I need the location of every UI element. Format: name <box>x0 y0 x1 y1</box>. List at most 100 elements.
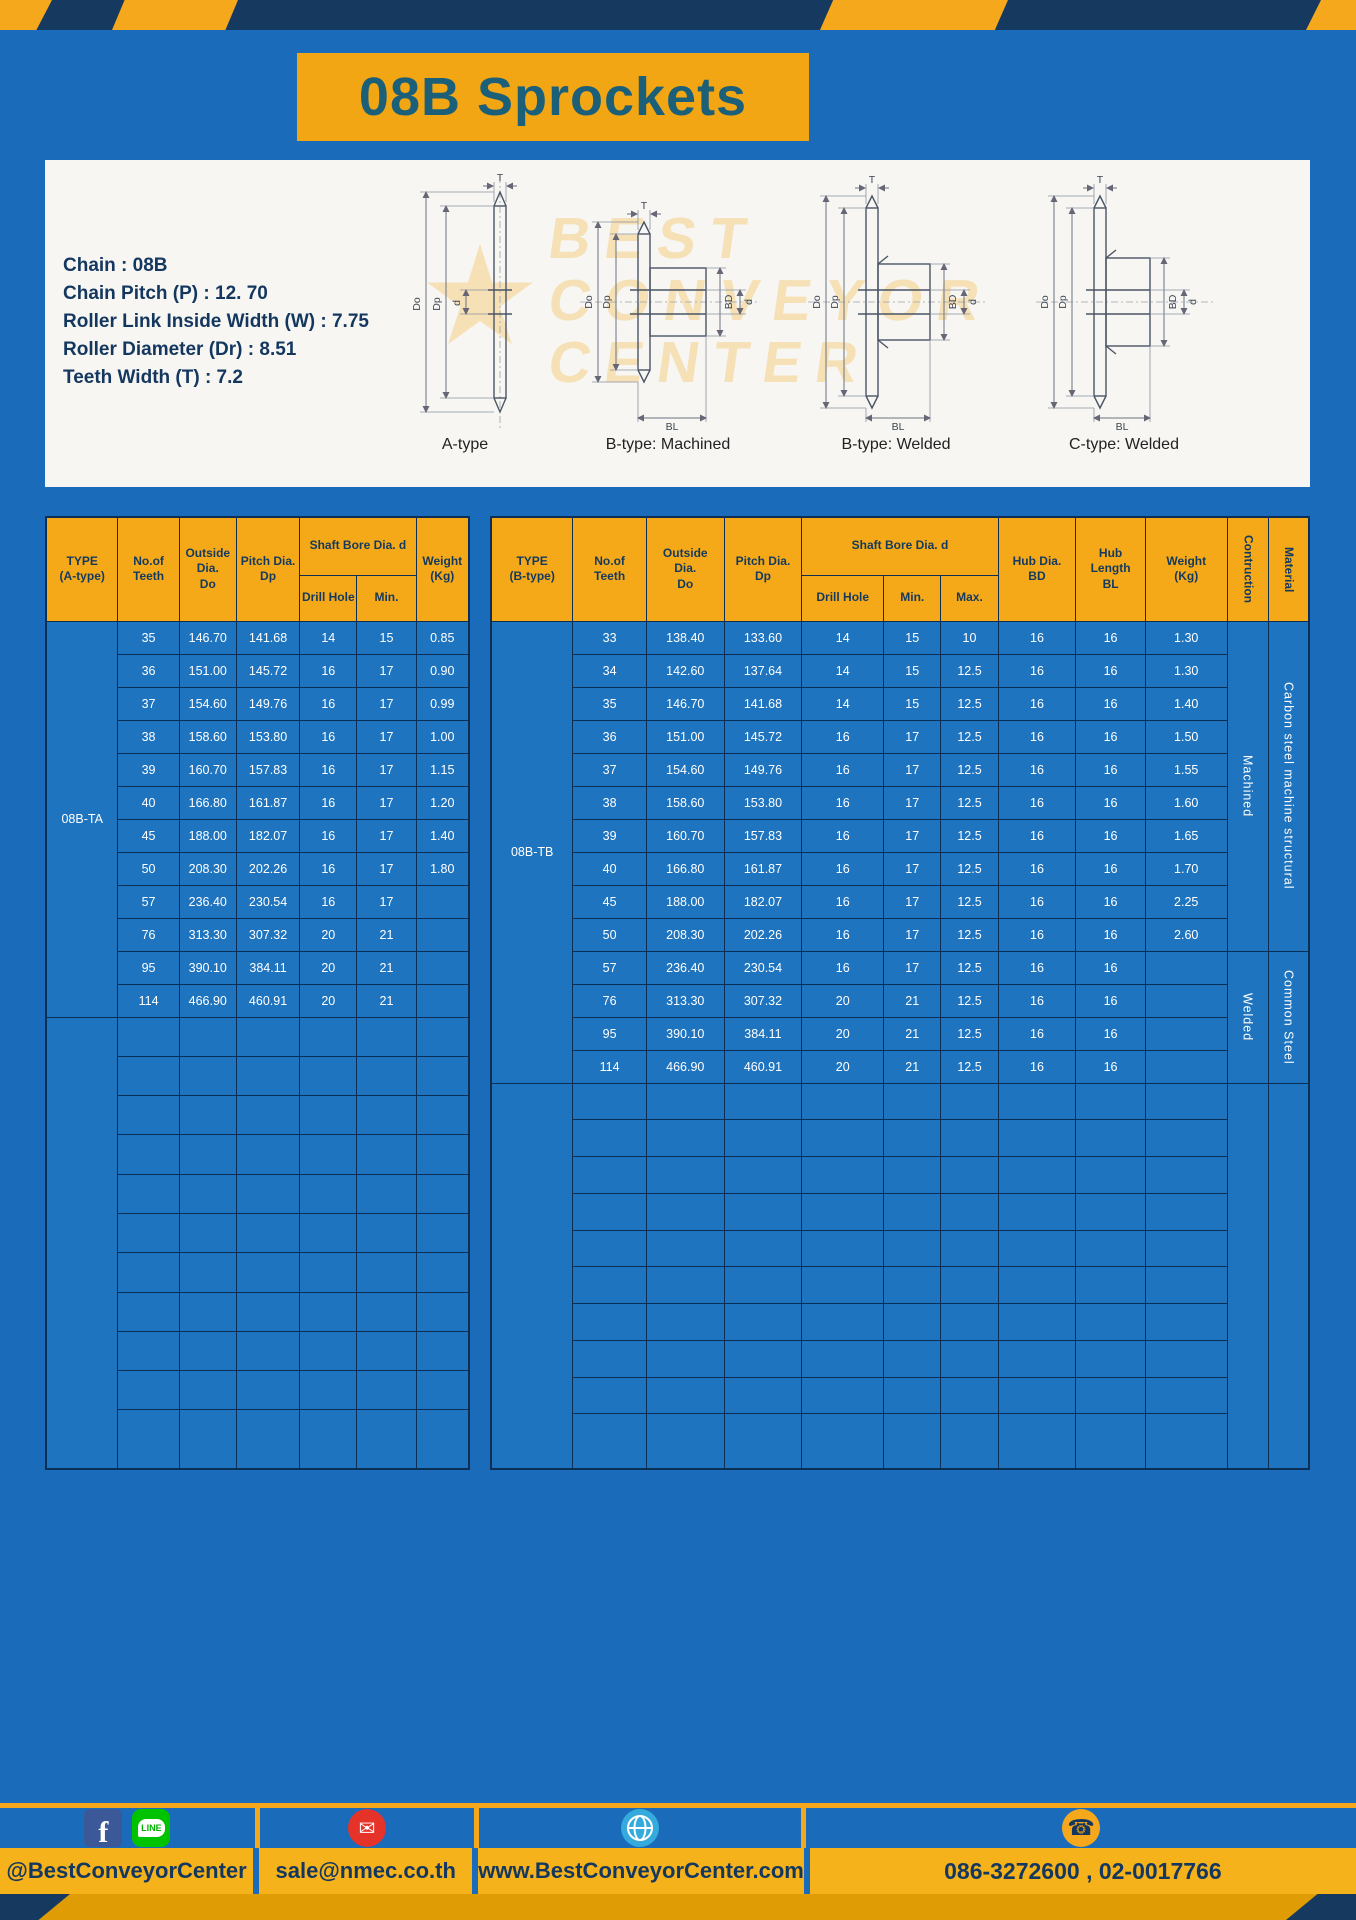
data-cell: 16 <box>997 983 1077 1018</box>
empty-cell <box>356 1370 417 1411</box>
col-header-weight: Weight (Kg) <box>415 516 470 622</box>
data-cell: 188.00 <box>178 818 237 853</box>
table-row: 76 313.30 307.32 20 21 12.5 16 16 <box>491 983 1309 1018</box>
empty-cell <box>178 1330 237 1372</box>
col-header-min: Min. <box>356 574 417 622</box>
svg-text:Dp: Dp <box>601 295 613 309</box>
empty-row <box>491 1413 1309 1470</box>
data-cell: 76 <box>117 917 180 952</box>
data-cell: 16 <box>801 818 885 853</box>
data-cell: 45 <box>117 818 180 853</box>
footer-band: @BestConveyorCenter sale@nmec.co.th www.… <box>0 1848 1356 1894</box>
col-header-pitch-dia: Pitch Dia. Dp <box>235 516 301 622</box>
svg-text:BL: BL <box>1116 421 1129 432</box>
empty-cell <box>235 1095 301 1136</box>
empty-cell <box>997 1376 1077 1415</box>
empty-cell <box>1144 1229 1228 1268</box>
empty-cell <box>940 1266 999 1304</box>
empty-cell <box>235 1330 301 1372</box>
data-cell: 36 <box>117 653 180 688</box>
data-cell: 16 <box>1075 884 1146 919</box>
data-cell: 1.30 <box>1144 620 1228 655</box>
empty-cell <box>299 1330 358 1372</box>
empty-row <box>491 1339 1309 1378</box>
data-cell: 157.83 <box>723 818 803 853</box>
svg-text:Dp: Dp <box>431 297 443 311</box>
header-line: TYPE <box>516 553 548 568</box>
data-cell: 16 <box>1075 785 1146 820</box>
empty-cell <box>299 1370 358 1411</box>
data-cell: 39 <box>117 752 180 787</box>
footer-section-social: f LINE <box>0 1808 260 1848</box>
empty-cell <box>940 1303 999 1341</box>
data-cell: 16 <box>997 950 1077 985</box>
figure-caption: B-type: Machined <box>605 436 731 453</box>
globe-icon <box>621 1809 660 1847</box>
data-cell: 1.00 <box>415 719 470 754</box>
col-header-outside-dia: Outside Dia. Do <box>178 516 237 622</box>
data-cell: 16 <box>801 785 885 820</box>
data-cell: 21 <box>356 917 417 952</box>
empty-row <box>491 1119 1309 1157</box>
data-cell: 149.76 <box>235 686 301 721</box>
empty-cell <box>883 1229 942 1268</box>
data-cell: 10 <box>940 620 999 655</box>
empty-cell <box>997 1082 1077 1121</box>
empty-cell <box>997 1266 1077 1304</box>
data-cell: 16 <box>299 851 358 886</box>
phone-icon: ☎ <box>1062 1809 1101 1847</box>
empty-cell <box>235 1173 301 1214</box>
data-cell: 16 <box>299 785 358 820</box>
empty-row <box>491 1229 1309 1268</box>
data-cell: 17 <box>883 785 942 820</box>
header-line: Do <box>677 577 694 592</box>
empty-cell <box>235 1291 301 1332</box>
empty-cell <box>117 1134 180 1175</box>
footer-section-phone: ☎ <box>806 1808 1356 1848</box>
data-cell: 138.40 <box>645 620 725 655</box>
data-cell: 57 <box>572 950 647 985</box>
table-b-type: TYPE (B-type) No.of Teeth Outside Dia. D… <box>490 516 1310 1470</box>
table-a-type: TYPE (A-type) No.of Teeth Outside Dia. D… <box>45 516 470 1470</box>
material-cell: Common Steel <box>1267 950 1310 1084</box>
data-cell: 160.70 <box>645 818 725 853</box>
empty-cell <box>940 1156 999 1194</box>
data-cell: 16 <box>997 620 1077 655</box>
empty-construction-cell <box>1226 1082 1269 1470</box>
data-cell: 12.5 <box>940 1049 999 1084</box>
col-header-max: Max. <box>940 574 999 622</box>
empty-type-cell <box>490 1082 574 1470</box>
svg-text:d: d <box>451 300 463 306</box>
data-cell: 15 <box>883 686 942 721</box>
empty-cell <box>997 1339 1077 1378</box>
data-cell: 16 <box>997 653 1077 688</box>
col-header-drill-hole: Drill Hole <box>299 574 358 622</box>
col-header-shaft-bore: Shaft Bore Dia. d <box>801 516 999 576</box>
data-cell: 12.5 <box>940 950 999 985</box>
empty-cell <box>356 1252 417 1293</box>
svg-text:BL: BL <box>666 421 679 432</box>
empty-cell <box>117 1016 180 1057</box>
data-cell: 37 <box>117 686 180 721</box>
table-row: 38 158.60 153.80 16 17 12.5 16 16 1.60 <box>491 785 1309 820</box>
empty-cell <box>178 1291 237 1332</box>
empty-cell <box>801 1266 885 1304</box>
svg-text:d: d <box>743 299 755 305</box>
data-cell: 16 <box>997 752 1077 787</box>
spec-list: Chain : 08B Chain Pitch (P) : 12. 70 Rol… <box>63 252 369 392</box>
data-cell: 16 <box>801 719 885 754</box>
empty-cell <box>1075 1082 1146 1121</box>
empty-cell <box>572 1339 647 1378</box>
col-header-teeth: No.of Teeth <box>117 516 180 622</box>
footer-top-rule <box>0 1803 1356 1808</box>
data-cell: 1.80 <box>415 851 470 886</box>
empty-cell <box>117 1291 180 1332</box>
footer: f LINE ✉ ☎ @BestConveyorCente <box>0 1803 1356 1920</box>
data-cell: 141.68 <box>235 620 301 655</box>
data-cell: 390.10 <box>178 950 237 985</box>
empty-cell <box>415 1291 470 1332</box>
empty-cell <box>723 1119 803 1157</box>
figure-c-type-welded: Do Dp BD d T BL C-type: Welded <box>1024 172 1224 454</box>
construction-cell: Welded <box>1226 950 1269 1084</box>
header-line: Dp <box>260 569 277 584</box>
